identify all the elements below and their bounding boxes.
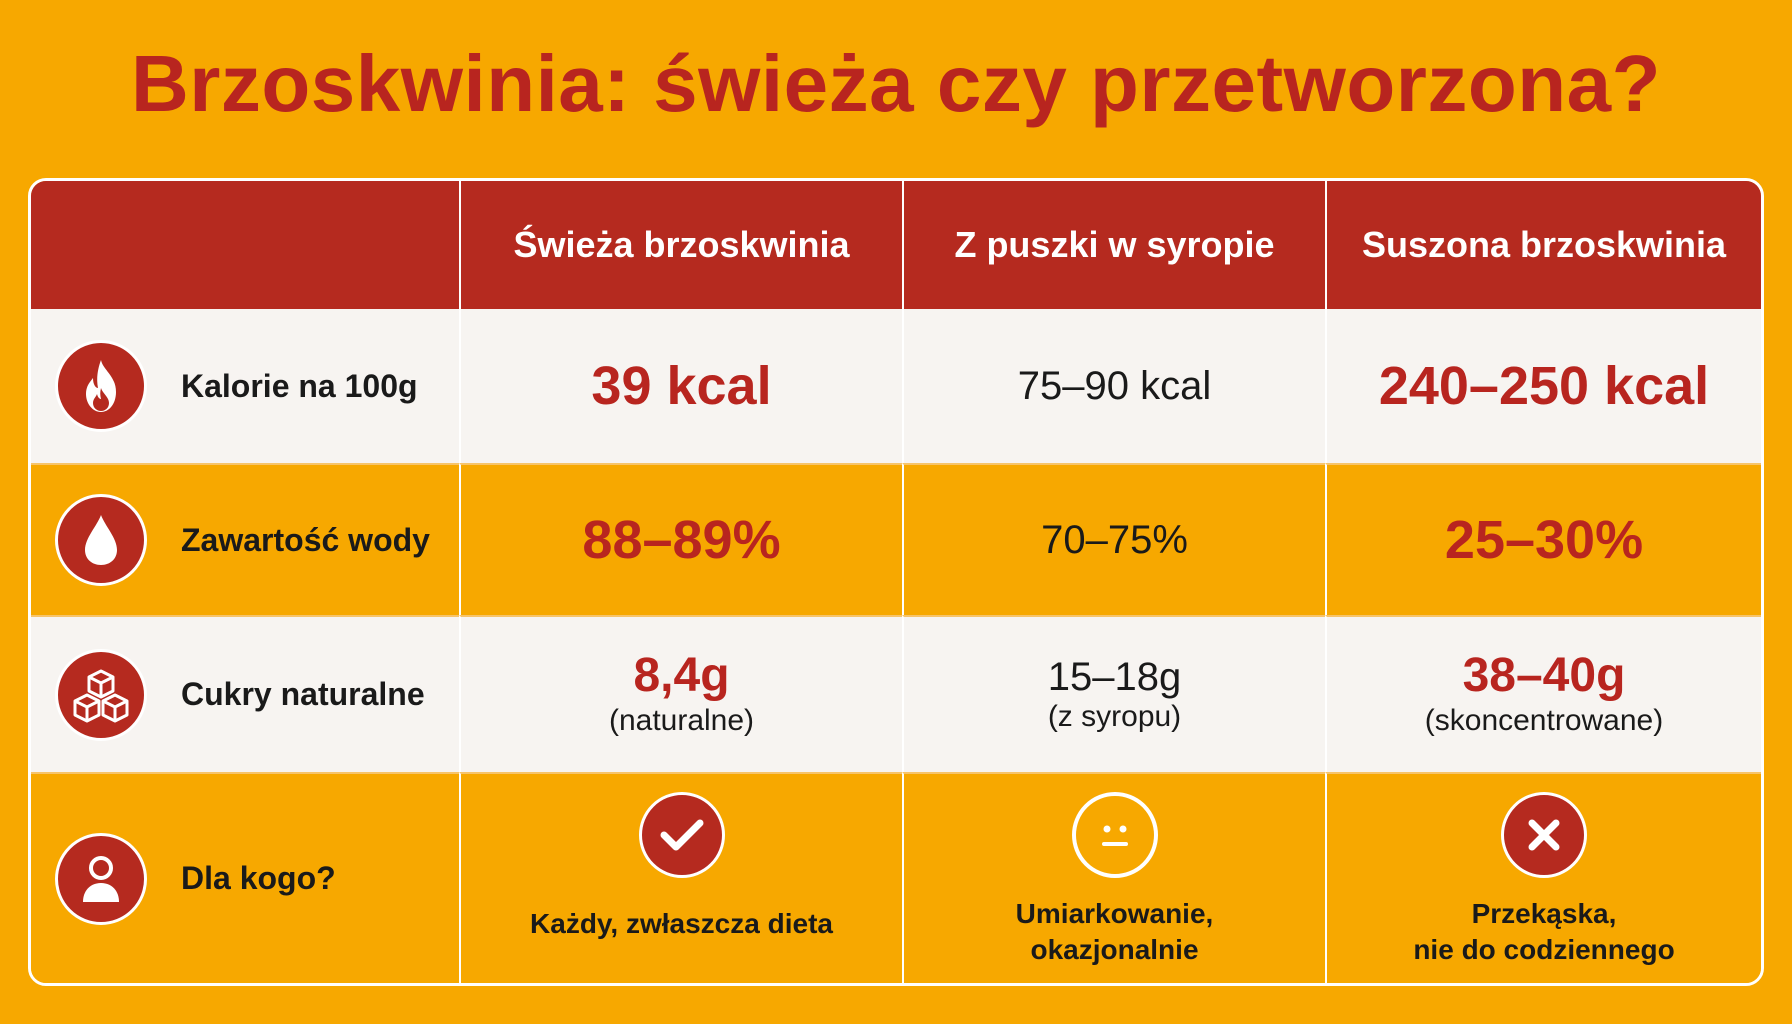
audience-canned-text: Umiarkowanie, okazjonalnie <box>1015 898 1214 966</box>
calories-canned-cell: 75–90 kcal <box>902 309 1325 463</box>
water-fresh-value: 88–89% <box>582 510 781 570</box>
sugar-fresh-cell: 8,4g (naturalne) <box>459 615 902 772</box>
cross-icon <box>1501 792 1587 878</box>
audience-dried-cell: Przekąska, nie do codziennego <box>1325 772 1761 983</box>
row-label-calories: Kalorie na 100g <box>31 309 459 463</box>
audience-canned-cell: Umiarkowanie, okazjonalnie <box>902 772 1325 983</box>
sugar-fresh-note: (naturalne) <box>608 703 755 737</box>
row-label-sugar: Cukry naturalne <box>31 615 459 772</box>
water-canned-cell: 70–75% <box>902 463 1325 615</box>
water-dried-cell: 25–30% <box>1325 463 1761 615</box>
row-label-text: Cukry naturalne <box>181 676 425 712</box>
audience-fresh-text: Każdy, zwłaszcza dieta <box>530 908 833 939</box>
row-label-audience: Dla kogo? <box>31 772 459 983</box>
water-canned-value: 70–75% <box>1041 517 1188 562</box>
fire-icon <box>55 340 147 432</box>
check-icon <box>638 792 725 878</box>
sugar-canned-note: (z syropu) <box>1047 699 1182 733</box>
calories-canned-value: 75–90 kcal <box>1017 363 1212 408</box>
audience-fresh-cell: Każdy, zwłaszcza dieta <box>459 772 902 983</box>
person-icon <box>55 832 147 925</box>
sugar-fresh-value: 8,4g <box>633 649 730 703</box>
audience-dried-text: Przekąska, nie do codziennego <box>1413 898 1675 966</box>
row-label-water: Zawartość wody <box>31 463 459 615</box>
sugar-dried-note: (skoncentrowane) <box>1424 703 1664 737</box>
neutral-face-icon <box>1071 792 1158 878</box>
sugar-dried-cell: 38–40g (skoncentrowane) <box>1325 615 1761 772</box>
row-label-text: Dla kogo? <box>181 860 336 896</box>
calories-fresh-value: 39 kcal <box>591 356 772 416</box>
row-label-text: Kalorie na 100g <box>181 367 418 404</box>
column-header-fresh: Świeża brzoskwinia <box>459 181 902 309</box>
calories-dried-value: 240–250 kcal <box>1378 356 1710 416</box>
calories-dried-cell: 240–250 kcal <box>1325 309 1761 463</box>
sugar-canned-value: 15–18g <box>1047 654 1182 699</box>
sugar-dried-value: 38–40g <box>1462 649 1626 703</box>
page-title: Brzoskwinia: świeża czy przetworzona? <box>131 39 1661 128</box>
calories-fresh-cell: 39 kcal <box>459 309 902 463</box>
comparison-table: Świeża brzoskwinia Z puszki w syropie Su… <box>28 178 1764 986</box>
column-header-canned: Z puszki w syropie <box>902 181 1325 309</box>
header-empty-cell <box>31 181 459 309</box>
water-dried-value: 25–30% <box>1444 510 1644 570</box>
water-drop-icon <box>55 494 147 586</box>
column-header-dried: Suszona brzoskwinia <box>1325 181 1761 309</box>
sugar-canned-cell: 15–18g (z syropu) <box>902 615 1325 772</box>
water-fresh-cell: 88–89% <box>459 463 902 615</box>
sugar-cubes-icon <box>55 648 147 741</box>
row-label-text: Zawartość wody <box>181 521 430 558</box>
